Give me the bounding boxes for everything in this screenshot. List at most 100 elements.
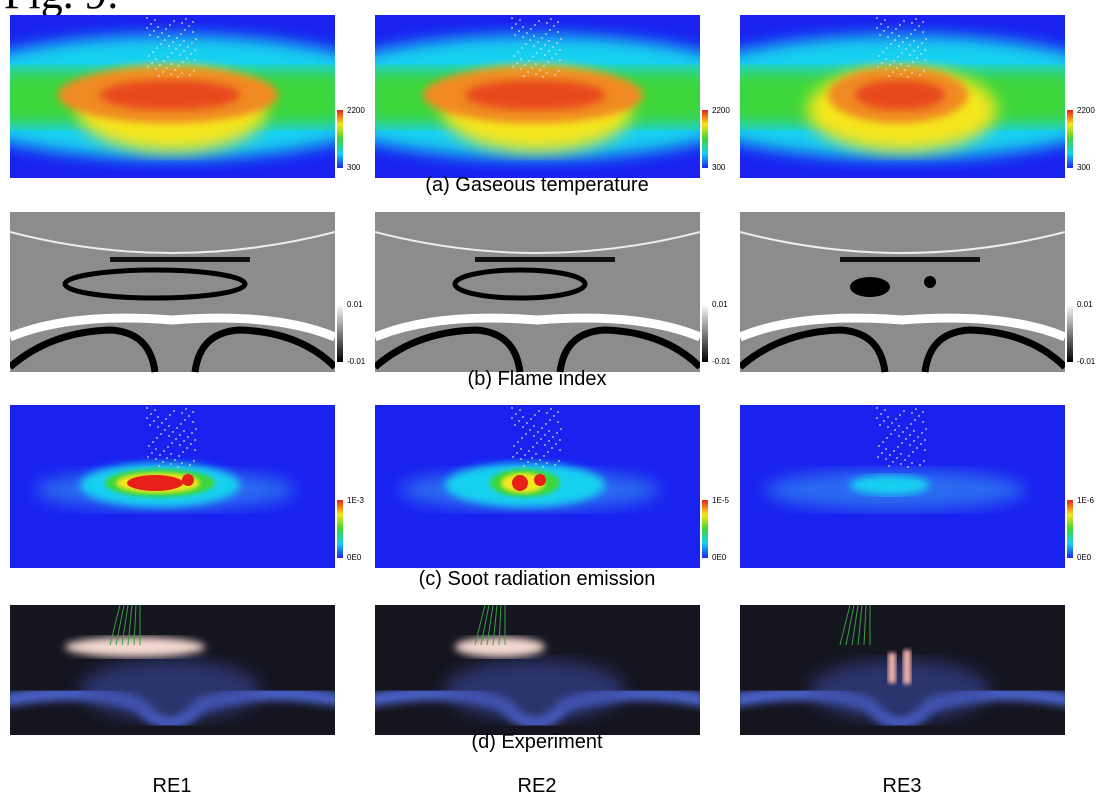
particle [522, 26, 524, 28]
particle [170, 463, 172, 465]
particle [897, 56, 899, 58]
particle [880, 413, 882, 415]
particle [168, 425, 170, 427]
colorbar-max: 1E-5 [712, 496, 729, 505]
particle [524, 454, 526, 456]
field [182, 474, 194, 486]
particle [899, 414, 901, 416]
particle [182, 451, 184, 453]
particle [548, 440, 550, 442]
colorbar-max: 0.01 [1077, 300, 1093, 309]
particle [900, 63, 902, 65]
particle [527, 71, 529, 73]
particle [158, 465, 160, 467]
particle [905, 438, 907, 440]
particle [924, 59, 926, 61]
colorbar-min: 300 [1077, 163, 1091, 172]
particle [183, 40, 185, 42]
particle [923, 460, 925, 462]
particle [163, 450, 165, 452]
particle [515, 413, 517, 415]
particle [187, 46, 189, 48]
particle [890, 433, 892, 435]
particle [887, 26, 889, 28]
particle [546, 412, 548, 414]
particle [161, 422, 163, 424]
particle [178, 455, 180, 457]
particle [168, 435, 170, 437]
particle [146, 417, 148, 419]
particle [147, 66, 149, 68]
particle [560, 428, 562, 430]
particle [182, 61, 184, 63]
particle [180, 423, 182, 425]
particle [543, 455, 545, 457]
particle [167, 56, 169, 58]
particle [548, 40, 550, 42]
particle [876, 27, 878, 29]
particle [558, 460, 560, 462]
column-label: RE3 [883, 775, 922, 797]
particle [914, 29, 916, 31]
particle [907, 466, 909, 468]
particle [909, 54, 911, 56]
particle [521, 437, 523, 439]
particle [888, 465, 890, 467]
field [534, 474, 546, 486]
particle [191, 42, 193, 44]
particle [891, 32, 893, 34]
particle [157, 426, 159, 428]
particle [151, 62, 153, 64]
particle [540, 48, 542, 50]
panel [740, 212, 1065, 372]
particle [537, 41, 539, 43]
particle [179, 434, 181, 436]
particle [557, 411, 559, 413]
particle [539, 69, 541, 71]
particle [547, 451, 549, 453]
particle [911, 72, 913, 74]
particle [876, 417, 878, 419]
particle [535, 463, 537, 465]
particle [539, 459, 541, 461]
particle [177, 466, 179, 468]
particle [885, 448, 887, 450]
particle [553, 415, 555, 417]
particle [533, 425, 535, 427]
particle [922, 21, 924, 23]
particle [188, 25, 190, 27]
particle [879, 34, 881, 36]
colorbar-max: 0.01 [347, 300, 363, 309]
panel [740, 405, 1065, 568]
particle [887, 426, 889, 428]
particle [545, 33, 547, 35]
field [512, 475, 528, 491]
particle [523, 75, 525, 77]
particle [550, 408, 552, 410]
particle [530, 28, 532, 30]
caption: (d) Experiment [471, 731, 603, 753]
particle [925, 428, 927, 430]
particle [921, 432, 923, 434]
particle [193, 70, 195, 72]
particle [530, 418, 532, 420]
particle [924, 439, 926, 441]
particle [925, 38, 927, 40]
field [100, 80, 240, 110]
particle [533, 45, 535, 47]
particle [188, 415, 190, 417]
particle [189, 74, 191, 76]
particle [532, 446, 534, 448]
particle [179, 444, 181, 446]
particle [177, 76, 179, 78]
colorbar-max: 1E-3 [347, 496, 364, 505]
colorbar-max: 2200 [347, 106, 365, 115]
particle [517, 441, 519, 443]
flame [903, 650, 911, 684]
particle [909, 44, 911, 46]
particle [522, 426, 524, 428]
panel-bg [10, 212, 335, 372]
panel [5, 605, 340, 735]
particle [923, 70, 925, 72]
particle [180, 33, 182, 35]
